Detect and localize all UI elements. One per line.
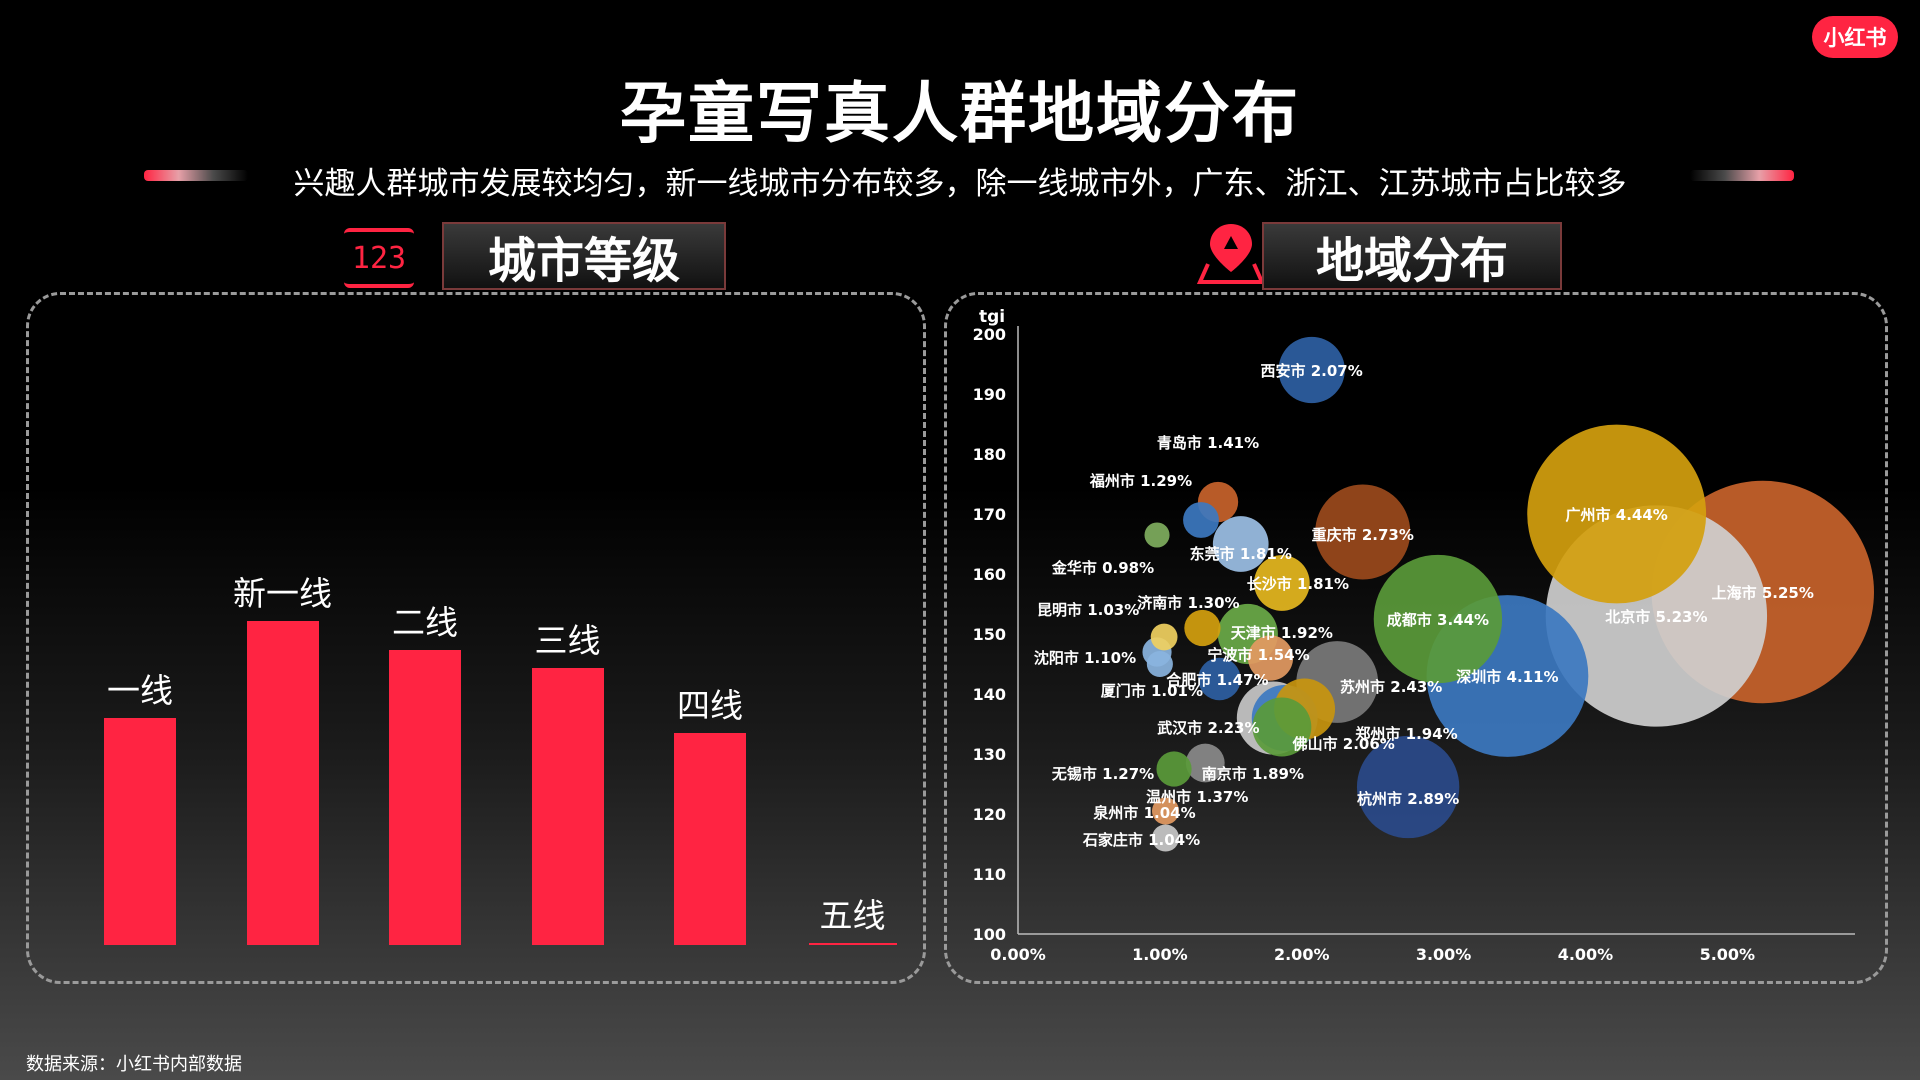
bubble bbox=[1151, 824, 1180, 852]
bubble-label: 北京市 5.23% bbox=[1605, 608, 1707, 626]
bubble bbox=[1185, 743, 1225, 783]
bar-4 bbox=[674, 732, 746, 945]
bubble-label: 佛山市 2.06% bbox=[1292, 735, 1395, 753]
bubble bbox=[1212, 516, 1269, 572]
bubble-label: 金华市 0.98% bbox=[1051, 559, 1154, 577]
bar-label-1: 新一线 bbox=[233, 574, 332, 613]
bubble bbox=[1527, 424, 1707, 604]
data-source-note: 数据来源：小红书内部数据 bbox=[26, 1054, 242, 1075]
bubble bbox=[1150, 623, 1178, 651]
page-subtitle: 兴趣人群城市发展较均匀，新一线城市分布较多，除一线城市外，广东、浙江、江苏城市占… bbox=[293, 166, 1627, 202]
y-tick-label: 120 bbox=[973, 805, 1006, 824]
x-tick-label: 3.00% bbox=[1416, 945, 1472, 964]
bar-0 bbox=[104, 718, 176, 945]
city-tier-panel bbox=[26, 292, 926, 984]
bubble-label: 西安市 2.07% bbox=[1261, 362, 1363, 380]
bar-1 bbox=[246, 621, 319, 945]
bubble bbox=[1151, 797, 1180, 825]
y-tick-label: 130 bbox=[973, 745, 1006, 764]
section-title-region: 地域分布 bbox=[1262, 222, 1562, 290]
bubble-label: 温州市 1.37% bbox=[1146, 788, 1248, 806]
bubble bbox=[1373, 554, 1503, 684]
y-tick-label: 100 bbox=[973, 925, 1006, 944]
bubble-label: 武汉市 2.23% bbox=[1157, 719, 1259, 737]
bubble-label: 郑州市 1.94% bbox=[1355, 725, 1457, 743]
bubble-label: 泉州市 1.04% bbox=[1092, 804, 1195, 822]
region-panel bbox=[944, 292, 1888, 984]
bubble-label: 上海市 5.25% bbox=[1712, 584, 1814, 602]
bubble bbox=[1278, 336, 1345, 404]
y-tick-label: 160 bbox=[973, 565, 1006, 584]
brand-logo: 小红书 bbox=[1812, 16, 1898, 58]
bar-label-3: 三线 bbox=[534, 620, 601, 660]
bubble bbox=[1198, 657, 1241, 701]
bubble bbox=[1356, 735, 1460, 839]
bar-label-4: 四线 bbox=[677, 685, 743, 725]
x-tick-label: 4.00% bbox=[1558, 945, 1614, 964]
bubble bbox=[1184, 609, 1221, 647]
bubble-label: 南京市 1.89% bbox=[1202, 765, 1304, 783]
bubble-label: 杭州市 2.89% bbox=[1357, 790, 1459, 808]
bubble-label: 石家庄市 1.04% bbox=[1082, 831, 1200, 849]
x-tick-label: 5.00% bbox=[1700, 945, 1756, 964]
bubble-label: 长沙市 1.81% bbox=[1247, 575, 1349, 593]
bar-label-2: 二线 bbox=[392, 602, 458, 642]
bubble-label: 广州市 4.44% bbox=[1566, 506, 1668, 524]
bar-label-0: 一线 bbox=[107, 671, 173, 711]
bar-5 bbox=[808, 943, 897, 945]
bubble-label: 合肥市 1.47% bbox=[1165, 671, 1268, 689]
bubble-label: 成都市 3.44% bbox=[1387, 611, 1489, 629]
bubble bbox=[1156, 751, 1192, 787]
y-tick-label: 190 bbox=[973, 385, 1006, 404]
map-pin-icon bbox=[1196, 224, 1266, 284]
bubble-label: 天津市 1.92% bbox=[1231, 624, 1333, 642]
y-tick-label: 200 bbox=[973, 325, 1006, 344]
bubble-label: 重庆市 2.73% bbox=[1312, 526, 1414, 544]
bubble bbox=[1252, 697, 1312, 757]
x-tick-label: 1.00% bbox=[1132, 945, 1188, 964]
bubble-label: 东莞市 1.81% bbox=[1190, 545, 1292, 563]
bar-2 bbox=[389, 649, 461, 945]
bubble bbox=[1315, 484, 1411, 580]
bubble bbox=[1146, 650, 1173, 678]
bubble-label: 昆明市 1.03% bbox=[1037, 601, 1139, 619]
bubble bbox=[1247, 635, 1294, 681]
section-title-city-tier: 城市等级 bbox=[442, 222, 726, 290]
y-tick-label: 170 bbox=[973, 505, 1006, 524]
number-icon: 123 bbox=[344, 228, 414, 288]
bubble bbox=[1183, 502, 1219, 538]
bubble-label: 青岛市 1.41% bbox=[1157, 434, 1259, 452]
x-tick-label: 2.00% bbox=[1274, 945, 1330, 964]
y-tick-label: 150 bbox=[973, 625, 1006, 644]
x-tick-label: 0.00% bbox=[990, 945, 1046, 964]
bubble-label: 深圳市 4.11% bbox=[1456, 668, 1558, 686]
bubble bbox=[1144, 522, 1170, 548]
bubble-label: 济南市 1.30% bbox=[1137, 594, 1239, 612]
bubble-label: 厦门市 1.01% bbox=[1101, 682, 1203, 700]
bubble-label: 宁波市 1.54% bbox=[1207, 646, 1309, 664]
subtitle-decoration-left bbox=[144, 170, 248, 181]
page-title: 孕童写真人群地域分布 bbox=[620, 75, 1300, 152]
y-tick-label: 180 bbox=[973, 445, 1006, 464]
y-tick-label: 110 bbox=[973, 865, 1006, 884]
bubble-label: 沈阳市 1.10% bbox=[1034, 649, 1136, 667]
bubble-label: 苏州市 2.43% bbox=[1340, 678, 1442, 696]
y-axis-title: tgi bbox=[979, 307, 1005, 327]
bar-3 bbox=[531, 667, 604, 945]
y-tick-label: 140 bbox=[973, 685, 1006, 704]
bar-label-5: 五线 bbox=[819, 896, 886, 935]
bubble bbox=[1254, 555, 1310, 611]
bubble-label: 福州市 1.29% bbox=[1089, 472, 1192, 490]
bubble-label: 无锡市 1.27% bbox=[1051, 765, 1154, 783]
subtitle-decoration-right bbox=[1690, 170, 1794, 181]
